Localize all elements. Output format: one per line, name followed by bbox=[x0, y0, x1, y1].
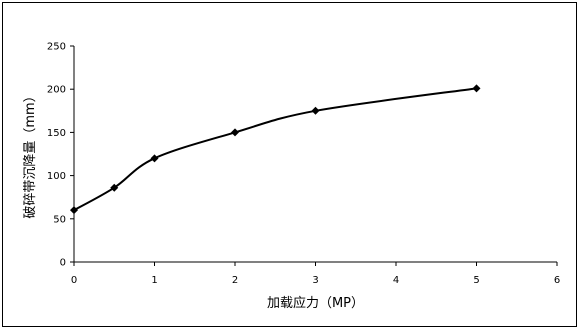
x-tick-label: 4 bbox=[393, 275, 399, 286]
data-point-marker bbox=[110, 183, 119, 192]
data-point-marker bbox=[231, 128, 239, 137]
x-tick-label: 6 bbox=[554, 275, 560, 286]
x-tick-label: 2 bbox=[232, 275, 238, 286]
y-tick-label: 150 bbox=[47, 128, 66, 139]
x-ticks: 0 1 2 3 4 5 6 bbox=[71, 262, 560, 286]
y-axis-label: 破碎带沉降量（mm） bbox=[23, 89, 38, 218]
y-tick-label: 200 bbox=[47, 85, 66, 96]
y-tick-label: 50 bbox=[53, 214, 66, 225]
trend-curve bbox=[73, 87, 477, 212]
chart-axes bbox=[73, 46, 557, 263]
data-point-marker bbox=[70, 206, 78, 215]
x-axis-label: 加载应力（MP） bbox=[267, 295, 364, 311]
y-tick-label: 100 bbox=[47, 171, 66, 182]
data-points bbox=[70, 84, 481, 215]
data-point-marker bbox=[150, 154, 159, 163]
y-ticks: 0 50 100 150 200 250 bbox=[47, 42, 74, 269]
data-point-marker bbox=[472, 84, 481, 93]
x-tick-label: 0 bbox=[71, 275, 77, 286]
y-tick-label: 250 bbox=[47, 42, 66, 53]
y-tick-label: 0 bbox=[60, 258, 66, 269]
chart-frame bbox=[2, 2, 577, 327]
x-tick-label: 3 bbox=[312, 275, 318, 286]
data-point-marker bbox=[311, 106, 320, 115]
x-tick-label: 5 bbox=[473, 275, 479, 286]
x-tick-label: 1 bbox=[151, 275, 157, 286]
